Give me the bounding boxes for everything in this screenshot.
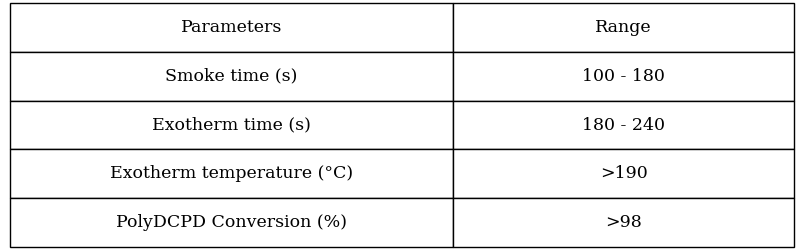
Text: 100 - 180: 100 - 180 [581, 68, 664, 85]
Bar [10, 198, 452, 247]
Bar [10, 100, 452, 150]
Text: >98: >98 [605, 214, 642, 231]
Bar [452, 3, 793, 52]
Bar [452, 198, 793, 247]
Bar [10, 150, 452, 198]
Bar [10, 52, 452, 100]
Text: PolyDCPD Conversion (%): PolyDCPD Conversion (%) [116, 214, 346, 231]
Bar [10, 3, 452, 52]
Text: Smoke time (s): Smoke time (s) [165, 68, 297, 85]
Bar [452, 150, 793, 198]
Text: Parameters: Parameters [181, 19, 282, 36]
Text: Exotherm time (s): Exotherm time (s) [152, 116, 311, 134]
Text: 180 - 240: 180 - 240 [581, 116, 664, 134]
Text: >190: >190 [599, 165, 646, 182]
Bar [452, 52, 793, 100]
Text: Range: Range [595, 19, 651, 36]
Bar [452, 100, 793, 150]
Text: Exotherm temperature (°C): Exotherm temperature (°C) [110, 165, 353, 182]
